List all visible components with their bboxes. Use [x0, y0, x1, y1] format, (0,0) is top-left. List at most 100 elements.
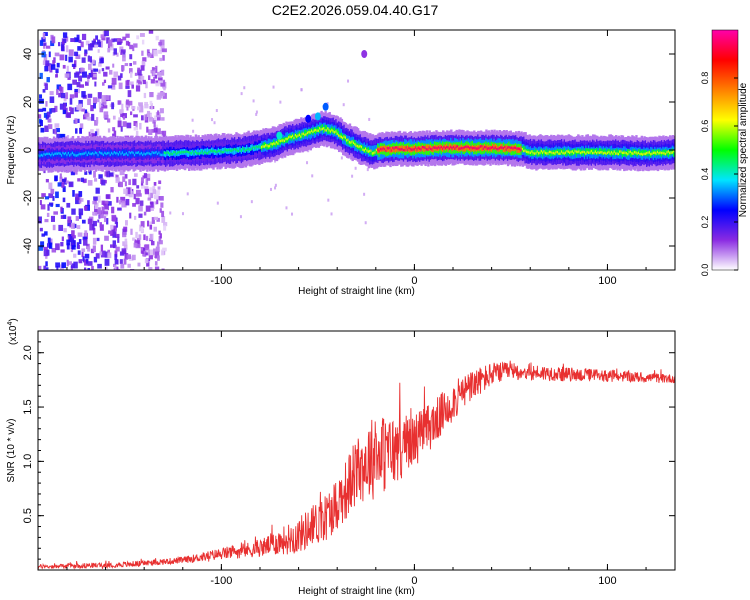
- noise-speckle: [154, 266, 160, 270]
- noise-speckle: [103, 79, 107, 84]
- noise-speckle: [111, 77, 117, 85]
- noise-speckle: [138, 205, 143, 212]
- ridge-cell: [200, 151, 203, 155]
- noise-speckle: [94, 131, 98, 136]
- noise-speckle: [92, 200, 97, 205]
- ridge-cell: [58, 151, 61, 155]
- noise-speckle: [50, 64, 56, 70]
- ridge-cell: [596, 148, 599, 154]
- ridge-cell: [402, 145, 406, 152]
- noise-speckle: [51, 107, 56, 113]
- ridge-cell: [151, 150, 154, 157]
- ridge-cell: [479, 145, 483, 148]
- noise-speckle: [99, 107, 104, 113]
- ridge-cell: [129, 152, 133, 158]
- ridge-cell: [410, 148, 414, 151]
- noise-speckle: [45, 254, 48, 259]
- ridge-cell: [286, 137, 290, 141]
- ridge-cell: [127, 153, 130, 157]
- ridge-cell: [90, 152, 94, 156]
- noise-speckle: [117, 207, 122, 211]
- noise-speckle: [78, 239, 82, 245]
- ridge-cell: [321, 127, 325, 131]
- ridge-cell: [177, 151, 180, 154]
- ridge-cell: [621, 151, 625, 158]
- ridge-cell: [394, 146, 398, 149]
- noise-speckle: [42, 107, 47, 112]
- ridge-cell: [81, 152, 84, 156]
- ridge-cell: [520, 145, 523, 152]
- noise-speckle: [87, 76, 90, 83]
- ridge-cell: [174, 151, 177, 158]
- ridge-cell: [235, 148, 238, 154]
- ridge-cell: [324, 124, 327, 131]
- figure-title: C2E2.2026.059.04.40.G17: [271, 2, 439, 18]
- ridge-cell: [552, 151, 556, 155]
- noise-speckle: [62, 214, 67, 219]
- noise-speckle: [84, 53, 87, 57]
- noise-speckle: [134, 239, 137, 245]
- noise-speckle: [85, 113, 90, 120]
- noise-speckle: [147, 249, 151, 256]
- ridge-cell: [643, 152, 646, 156]
- noise-speckle: [91, 133, 96, 138]
- ridge-cell: [228, 148, 231, 154]
- ridge-cell: [423, 146, 426, 149]
- ridge-cell: [620, 150, 623, 153]
- noise-speckle: [76, 105, 80, 111]
- ridge-cell: [456, 144, 460, 148]
- noise-speckle: [104, 235, 109, 241]
- noise-speckle: [110, 187, 114, 193]
- ridge-cell: [398, 148, 402, 151]
- ridge-cell: [387, 147, 391, 150]
- ridge-cell: [639, 149, 642, 155]
- ridge-cell: [579, 151, 583, 155]
- ridge-cell: [93, 152, 96, 156]
- ridge-cell: [570, 150, 573, 154]
- ridge-cell: [519, 147, 522, 151]
- noise-speckle: [129, 44, 134, 50]
- ridge-cell: [433, 146, 437, 149]
- ridge-cell: [404, 145, 407, 152]
- noise-speckle: [81, 33, 87, 40]
- ridge-cell: [221, 147, 225, 154]
- ridge-cell: [262, 145, 265, 148]
- noise-speckle: [70, 263, 75, 269]
- ridge-cell: [305, 132, 308, 136]
- noise-speckle: [39, 72, 43, 79]
- noise-speckle: [55, 70, 58, 77]
- ridge-cell: [447, 146, 450, 149]
- noise-speckle: [105, 66, 110, 70]
- ridge-cell: [428, 146, 431, 149]
- ridge-cell: [162, 150, 165, 157]
- noise-speckle: [69, 94, 75, 99]
- noise-speckle: [39, 120, 43, 127]
- ridge-cell: [162, 153, 165, 157]
- ridge-cell: [123, 153, 126, 156]
- noise-speckle: [83, 205, 88, 211]
- ridge-cell: [156, 149, 160, 156]
- ridge-cell: [115, 152, 118, 155]
- noise-dot: [311, 174, 314, 178]
- noise-speckle: [149, 234, 153, 240]
- noise-speckle: [107, 252, 112, 259]
- ridge-cell: [265, 144, 268, 147]
- ridge-cell: [455, 145, 458, 149]
- ridge-cell: [137, 151, 141, 154]
- noise-speckle: [161, 215, 166, 223]
- noise-speckle: [72, 240, 76, 248]
- ridge-cell: [546, 152, 549, 155]
- ridge-cell: [485, 145, 488, 152]
- noise-speckle: [48, 242, 53, 249]
- noise-speckle: [86, 258, 89, 264]
- ridge-cell: [116, 151, 119, 158]
- ridge-cell: [577, 150, 580, 154]
- ridge-cell: [382, 147, 385, 150]
- noise-speckle: [153, 216, 159, 220]
- noise-speckle: [100, 244, 104, 252]
- noise-speckle: [55, 203, 60, 208]
- noise-speckle: [111, 228, 115, 236]
- noise-speckle: [109, 244, 115, 248]
- noise-speckle: [84, 81, 89, 86]
- ridge-cell: [347, 138, 350, 145]
